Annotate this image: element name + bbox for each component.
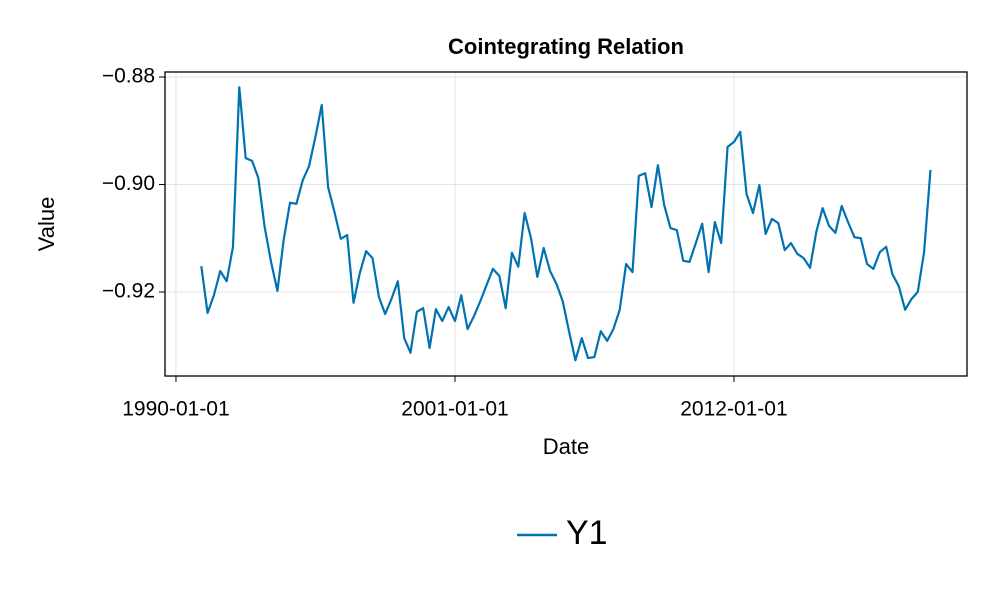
x-axis-label: Date	[543, 434, 589, 459]
data-line	[200, 86, 932, 362]
y-tick-label: −0.88	[102, 65, 155, 88]
y-tick-label: −0.90	[102, 172, 155, 195]
x-tick-label: 2001-01-01	[401, 398, 508, 421]
legend-label: Y1	[566, 514, 608, 552]
x-tick-label: 2012-01-01	[680, 398, 787, 421]
x-tick-label: 1990-01-01	[122, 398, 229, 421]
y-tick-label: −0.92	[102, 280, 155, 303]
plot-frame	[164, 71, 968, 377]
chart-title: Cointegrating Relation	[448, 34, 684, 59]
y-axis-label: Value	[34, 197, 59, 252]
